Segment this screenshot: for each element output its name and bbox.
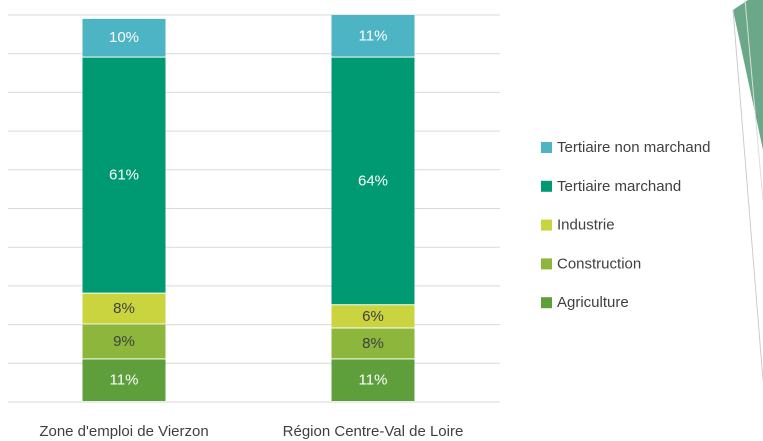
bar-segment bbox=[331, 15, 415, 57]
data-label: 8% bbox=[362, 335, 384, 352]
bar-segment bbox=[331, 305, 415, 328]
data-label: 9% bbox=[113, 333, 135, 350]
data-label: 61% bbox=[109, 167, 139, 184]
bar-segment bbox=[82, 57, 166, 293]
decoration-line bbox=[732, 9, 763, 381]
data-label: 6% bbox=[362, 308, 384, 325]
bar-segment bbox=[82, 18, 166, 57]
bar-segment bbox=[331, 359, 415, 401]
data-label: 64% bbox=[358, 172, 388, 189]
data-label: 11% bbox=[359, 27, 388, 44]
decoration-line bbox=[744, 0, 763, 201]
bar-segment bbox=[82, 359, 166, 401]
legend-swatch bbox=[541, 258, 552, 270]
bar-segment bbox=[82, 324, 166, 359]
bar-segment bbox=[331, 57, 415, 305]
bar-segment bbox=[331, 328, 415, 359]
data-label: 11% bbox=[359, 372, 388, 389]
data-label: 11% bbox=[110, 372, 139, 389]
decoration bbox=[733, 0, 763, 150]
legend-label: Industrie bbox=[557, 217, 615, 234]
legend-swatch bbox=[541, 142, 552, 153]
legend-label: Agriculture bbox=[557, 294, 629, 311]
legend-swatch bbox=[541, 297, 552, 309]
legend-label: Tertiaire marchand bbox=[557, 178, 681, 195]
legend-label: Tertiaire non marchand bbox=[557, 139, 710, 156]
bar-segment bbox=[82, 293, 166, 324]
legend-swatch bbox=[541, 219, 552, 231]
x-tick-label: Région Centre-Val de Loire bbox=[283, 423, 464, 440]
data-label: 8% bbox=[113, 300, 135, 317]
data-label: 10% bbox=[109, 29, 139, 46]
x-tick-label: Zone d'emploi de Vierzon bbox=[39, 423, 208, 440]
legend-label: Construction bbox=[557, 255, 641, 272]
legend-swatch bbox=[541, 180, 552, 192]
